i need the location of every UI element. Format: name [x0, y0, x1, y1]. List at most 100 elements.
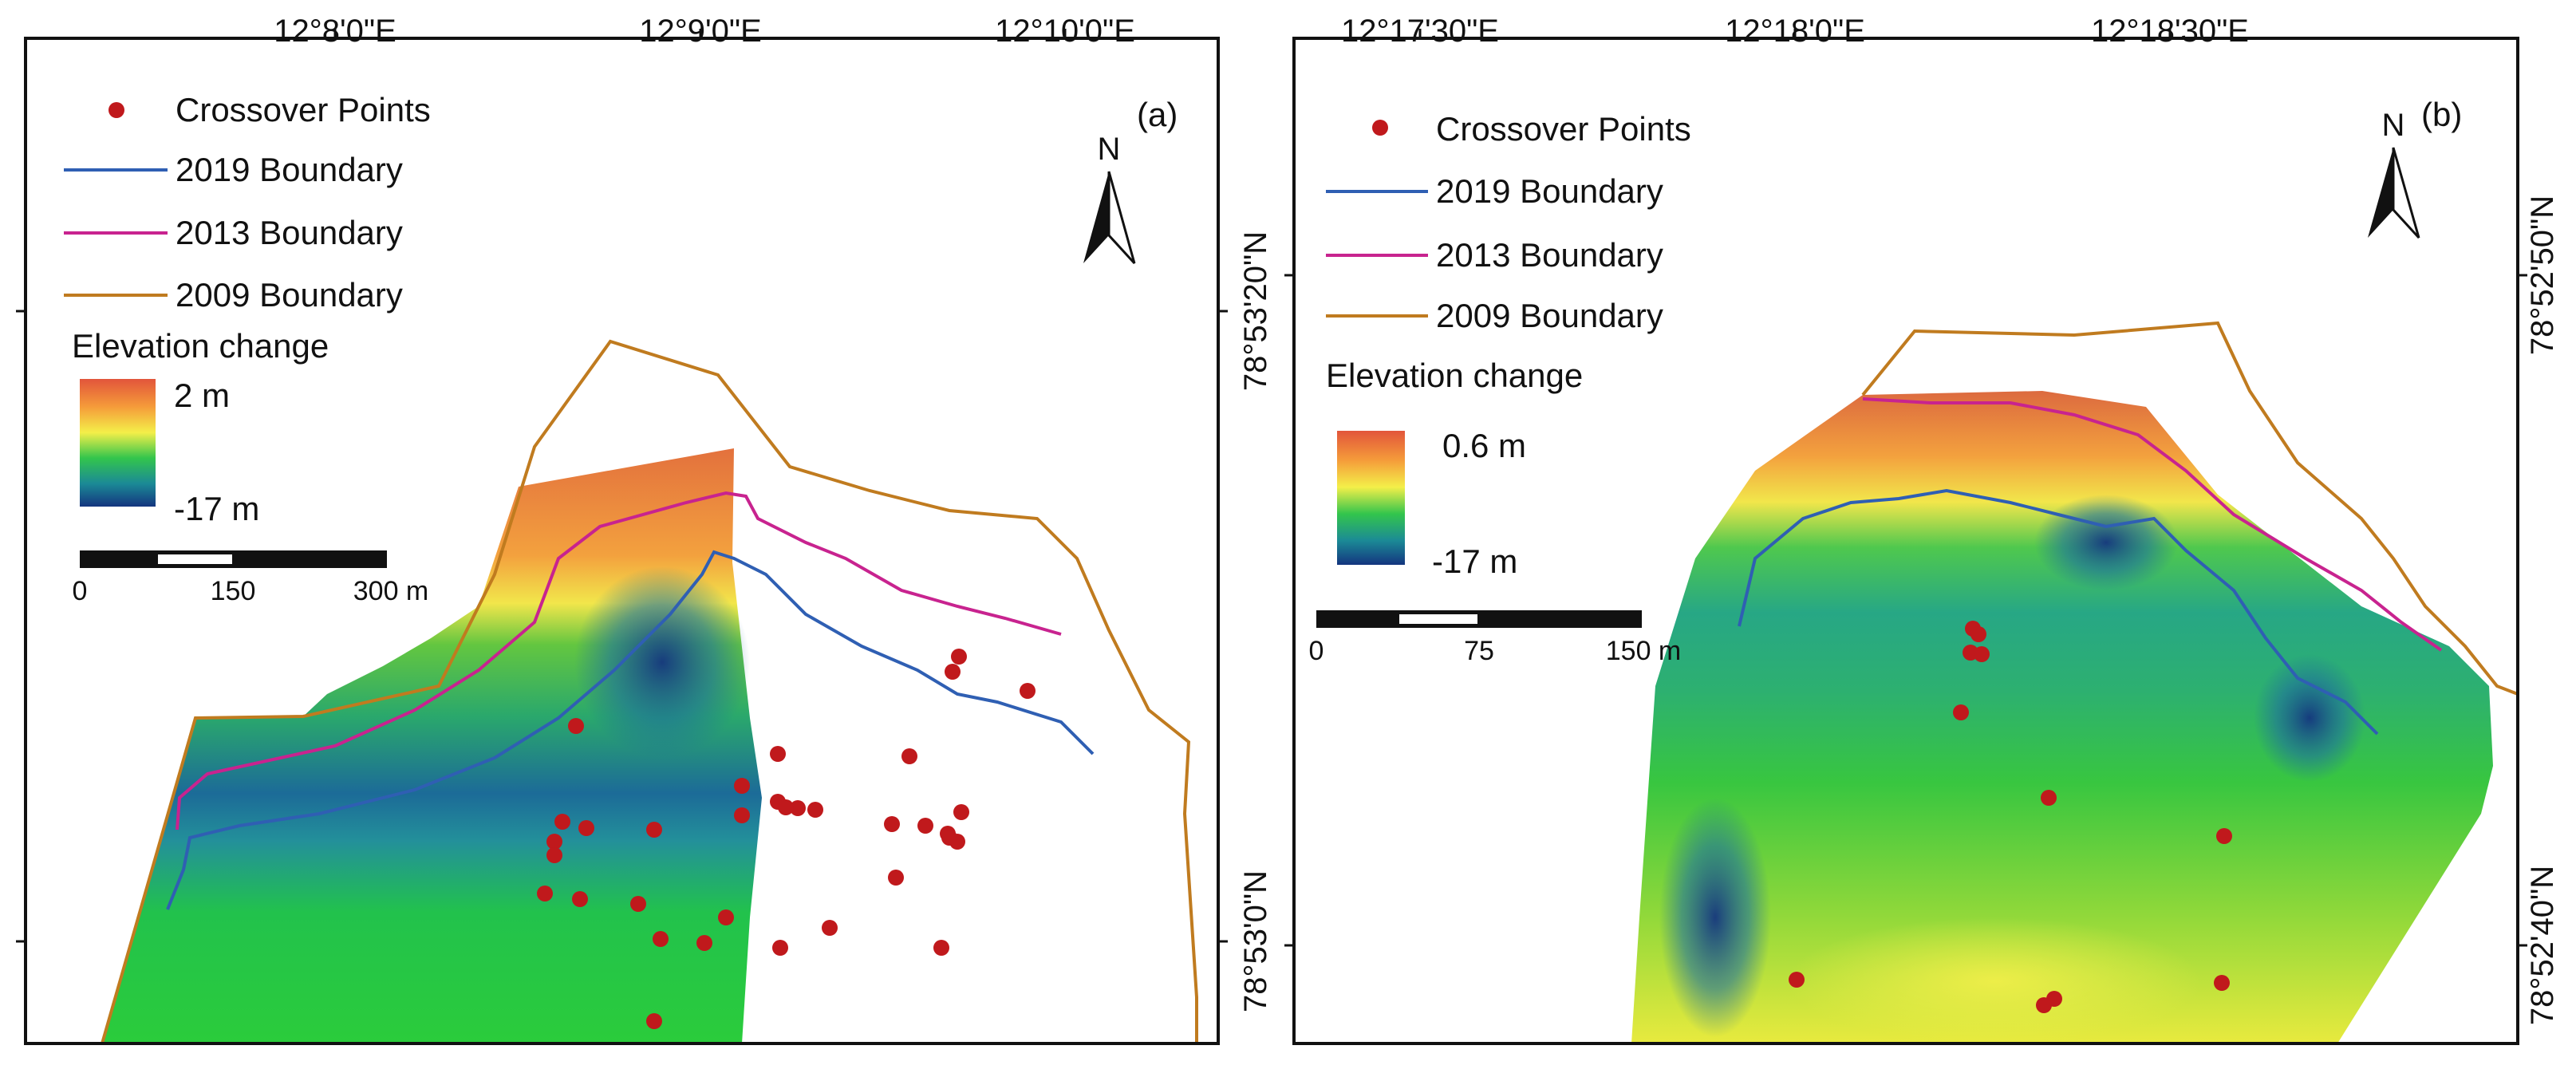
depression-b-1	[2254, 654, 2365, 782]
right-tick-label-b-2: 78°52'40"N	[2525, 866, 2560, 1025]
legend-elevation-title-a: Elevation change	[72, 327, 329, 365]
legend-b: Crossover Points 2019 Boundary 2013 Boun…	[1326, 110, 1691, 580]
legend-color-ramp-b	[1337, 431, 1405, 565]
scale-tick-1-b: 75	[1464, 636, 1494, 666]
crossover-point	[1970, 626, 1986, 642]
scale-bar-body-b	[1316, 610, 1642, 628]
north-arrow-icon	[2368, 148, 2393, 238]
legend-elev-min-b: -17 m	[1432, 542, 1517, 580]
crossover-point	[630, 896, 646, 912]
scale-tick-2-b: 150 m	[1606, 636, 1682, 666]
right-tick-label-a-1: 78°53'20"N	[1238, 231, 1273, 391]
legend-2013-label-a: 2013 Boundary	[176, 214, 403, 251]
crossover-point	[1953, 704, 1969, 720]
boundary-2009-a	[101, 339, 1198, 1043]
crossover-point	[945, 664, 961, 680]
north-arrow-a: N	[1083, 132, 1136, 265]
crossover-point	[933, 940, 949, 956]
north-arrow-icon	[2392, 147, 2420, 239]
crossover-point	[568, 718, 584, 734]
scale-tick-1-a: 150	[211, 576, 256, 606]
crossover-point	[772, 940, 788, 956]
legend-crossover-symbol-b	[1372, 120, 1388, 136]
legend-2009-label-a: 2009 Boundary	[176, 276, 403, 314]
crossover-point	[718, 909, 734, 925]
crossover-point	[572, 891, 588, 907]
top-tick-label-b-2: 12°18'0"E	[1725, 14, 1865, 49]
legend-2019-label-a: 2019 Boundary	[176, 151, 403, 188]
right-tick-label-a-2: 78°53'0"N	[1238, 870, 1273, 1012]
elevation-raster-b	[1631, 391, 2493, 1043]
map-frame-b	[1292, 37, 2519, 1045]
crossover-point	[1789, 972, 1805, 988]
crossover-point	[1974, 646, 1990, 662]
crossover-point	[537, 886, 553, 901]
crossover-point	[884, 816, 900, 832]
crossover-point	[734, 807, 750, 823]
north-arrow-label-b: N	[2382, 108, 2405, 143]
panel-label-b: (b)	[2421, 96, 2462, 133]
crossover-point	[2214, 975, 2230, 991]
crossover-point	[941, 830, 957, 846]
legend-elevation-title-b: Elevation change	[1326, 357, 1583, 394]
crossover-point	[807, 802, 823, 818]
north-arrow-b: N	[2368, 108, 2420, 239]
legend-crossover-symbol-a	[108, 102, 124, 118]
scale-bar-body-a	[80, 550, 387, 568]
crossover-point	[2041, 790, 2057, 806]
high-patch-b	[1787, 917, 2202, 1043]
scale-bar-segment-a	[158, 554, 232, 564]
legend-crossover-label-a: Crossover Points	[176, 91, 431, 128]
legend-elev-max-b: 0.6 m	[1442, 427, 1526, 464]
panel-b: 12°17'30"E 12°18'0"E 12°18'30"E 78°52'50…	[1284, 14, 2560, 1045]
legend-2009-label-b: 2009 Boundary	[1436, 297, 1663, 334]
crossover-point	[1020, 683, 1036, 699]
crossover-point	[770, 746, 786, 762]
scale-tick-0-b: 0	[1309, 636, 1324, 666]
crossover-point	[2216, 828, 2232, 844]
crossover-point	[951, 649, 967, 665]
panel-a: 12°8'0"E 12°9'0"E 12°10'0"E 78°53'20"N 7…	[16, 14, 1273, 1045]
crossover-point	[790, 800, 806, 816]
north-arrow-icon	[1083, 172, 1109, 263]
boundary-2013-b	[1862, 397, 2443, 652]
crossover-point	[953, 804, 969, 820]
scale-tick-0-a: 0	[73, 576, 88, 606]
crossover-point	[646, 1013, 662, 1029]
boundary-2013-a	[176, 491, 1062, 830]
legend-2013-label-b: 2013 Boundary	[1436, 236, 1663, 274]
right-tick-label-b-1: 78°52'50"N	[2525, 195, 2560, 355]
crossover-points-a	[537, 649, 1036, 1029]
boundary-2019-a	[166, 550, 1095, 910]
legend-elev-max-a: 2 m	[174, 377, 230, 414]
crossover-point	[2036, 997, 2052, 1013]
crossover-point	[546, 847, 562, 863]
scale-bar-b: 0 75 150 m	[1309, 610, 1682, 666]
map-frame-a	[24, 37, 1220, 1045]
top-tick-label-a-2: 12°9'0"E	[639, 14, 762, 49]
legend-color-ramp-a	[80, 379, 156, 507]
north-arrow-label-a: N	[1098, 132, 1121, 167]
crossover-point	[888, 870, 904, 886]
crossover-point	[778, 799, 794, 815]
crossover-point	[653, 931, 669, 947]
crossover-point	[554, 814, 570, 830]
depression-b-3	[1659, 798, 1771, 1037]
scale-bar-segment-b	[1399, 614, 1477, 624]
elevation-raster-a	[102, 448, 762, 1043]
crossover-point	[822, 920, 838, 936]
top-tick-label-b-1: 12°17'30"E	[1341, 14, 1499, 49]
crossover-point	[917, 818, 933, 834]
crossover-point	[901, 748, 917, 764]
legend-crossover-label-b: Crossover Points	[1436, 110, 1691, 148]
legend-a: Crossover Points 2019 Boundary 2013 Boun…	[64, 91, 431, 527]
crossover-point	[696, 935, 712, 951]
top-tick-label-a-3: 12°10'0"E	[995, 14, 1135, 49]
north-arrow-icon	[1107, 171, 1136, 265]
boundary-2009-b	[1861, 321, 2518, 696]
crossover-point	[646, 822, 662, 838]
scale-tick-2-a: 300 m	[353, 576, 429, 606]
crossover-point	[734, 778, 750, 794]
panel-label-a: (a)	[1137, 96, 1178, 133]
top-tick-label-b-3: 12°18'30"E	[2091, 14, 2249, 49]
